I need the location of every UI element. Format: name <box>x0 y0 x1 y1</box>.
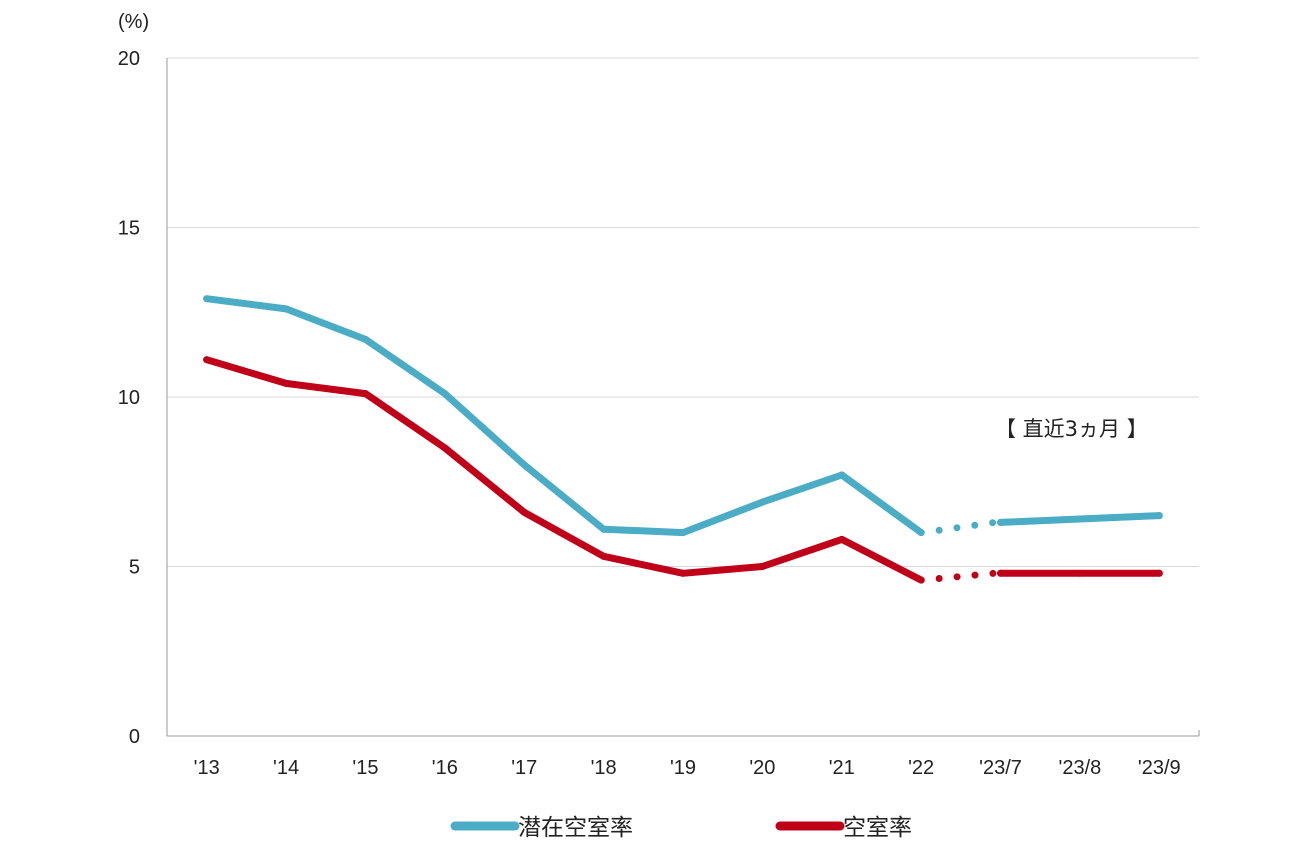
y-tick-label: 20 <box>118 48 140 70</box>
x-tick-label: '13 <box>194 757 220 779</box>
data-point <box>282 379 290 387</box>
data-point <box>361 335 369 343</box>
legend-label-series-2: 空室率 <box>843 815 912 841</box>
series-dotted-connector-2 <box>935 569 999 583</box>
data-point <box>758 498 766 506</box>
data-point <box>758 563 766 570</box>
gridlines <box>167 57 1199 567</box>
axes <box>166 58 1200 737</box>
y-tick-label: 10 <box>118 387 140 409</box>
y-axis-unit-label: (%) <box>118 11 149 33</box>
data-point <box>282 305 290 313</box>
data-point <box>520 508 528 516</box>
x-tick-label: '14 <box>273 757 299 779</box>
x-tick-label: '15 <box>352 757 378 779</box>
data-point <box>441 444 449 452</box>
x-tick-label: '21 <box>829 757 855 779</box>
x-tick-label: '22 <box>908 757 934 779</box>
legend: 潜在空室率 空室率 <box>450 815 912 841</box>
x-tick-label: '23/8 <box>1059 757 1102 779</box>
data-point <box>917 576 925 584</box>
series-lines <box>203 295 1163 584</box>
data-point <box>600 552 608 560</box>
data-point <box>203 356 211 364</box>
y-tick-labels: 0 5 10 15 20 <box>118 48 140 748</box>
x-tick-label: '17 <box>511 757 537 779</box>
data-point <box>361 390 369 398</box>
x-tick-labels: '13 '14 '15 '16 '17 '18 '19 '20 '21 '22 '23/7 '23/8… <box>194 757 1181 779</box>
data-point <box>917 529 925 537</box>
recent-3-months-annotation: 【 直近3ヵ月 】 <box>995 417 1148 441</box>
data-point <box>997 518 1005 526</box>
data-point <box>838 471 846 479</box>
y-tick-label: 5 <box>129 557 140 579</box>
data-point <box>679 569 687 577</box>
x-tick-label: '19 <box>670 757 696 779</box>
x-tick-label: '23/7 <box>979 757 1022 779</box>
data-point <box>600 525 608 533</box>
x-tick-label: '16 <box>432 757 458 779</box>
series-line-annual-1 <box>203 295 925 537</box>
data-point <box>679 529 687 537</box>
legend-label-series-1: 潜在空室率 <box>518 815 633 841</box>
data-point <box>203 295 211 303</box>
data-point <box>1076 515 1084 523</box>
data-point <box>1076 569 1084 577</box>
y-tick-label: 15 <box>118 218 140 240</box>
data-point <box>997 569 1005 577</box>
x-tick-label: '20 <box>749 757 775 779</box>
data-point <box>838 535 846 543</box>
x-tick-label: '18 <box>591 757 617 779</box>
series-line-annual-2 <box>203 356 925 584</box>
data-point <box>1155 569 1163 577</box>
series-dotted-connector-1 <box>935 518 999 534</box>
data-point <box>520 461 528 469</box>
x-tick-label: '23/9 <box>1138 757 1181 779</box>
y-tick-label: 0 <box>129 726 140 748</box>
data-point <box>1155 512 1163 520</box>
data-point <box>441 390 449 398</box>
